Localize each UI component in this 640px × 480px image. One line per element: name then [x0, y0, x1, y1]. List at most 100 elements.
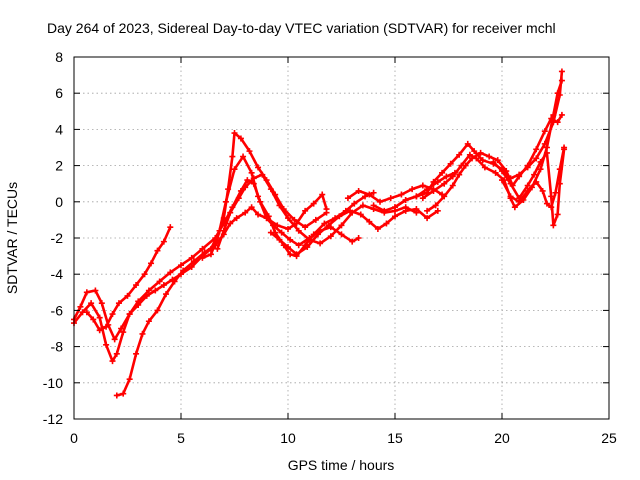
data-point-marker — [492, 169, 499, 176]
data-point-marker — [409, 186, 416, 193]
data-point-marker — [357, 211, 364, 218]
data-point-marker — [507, 193, 514, 200]
data-point-marker — [550, 222, 557, 229]
data-point-marker — [349, 238, 356, 245]
data-point-marker — [180, 267, 187, 274]
data-point-marker — [240, 153, 247, 160]
data-point-marker — [237, 135, 244, 142]
data-point-marker — [338, 231, 345, 238]
data-point-marker — [242, 184, 249, 191]
data-point-marker — [366, 191, 373, 198]
data-point-marker — [524, 187, 531, 194]
y-axis-label: SDTVAR / TECUs — [4, 182, 20, 294]
data-point-marker — [392, 213, 398, 220]
data-point-marker — [466, 151, 473, 158]
data-point-marker — [543, 200, 550, 207]
data-point-marker — [486, 153, 493, 160]
data-point-marker — [511, 204, 518, 211]
data-point-marker — [248, 169, 255, 176]
x-tick-label: 15 — [387, 430, 403, 446]
data-point-marker — [516, 198, 523, 205]
data-point-marker — [314, 231, 321, 238]
data-point-marker — [325, 222, 332, 229]
data-point-marker — [96, 327, 103, 334]
data-point-marker — [302, 207, 309, 214]
data-point-marker — [490, 158, 497, 165]
data-point-marker — [199, 245, 206, 252]
data-point-marker — [469, 155, 476, 162]
data-point-marker — [227, 209, 234, 216]
data-point-marker — [115, 300, 122, 307]
data-point-marker — [548, 115, 555, 122]
data-point-marker — [225, 186, 232, 193]
data-point-marker — [302, 224, 309, 231]
data-point-marker — [499, 177, 505, 184]
data-point-marker — [398, 191, 405, 198]
data-point-marker — [381, 207, 388, 214]
data-point-marker — [124, 292, 131, 299]
data-point-marker — [464, 140, 471, 147]
data-point-marker — [351, 200, 358, 207]
data-point-marker — [207, 251, 214, 258]
data-point-marker — [554, 211, 561, 218]
data-point-marker — [558, 111, 565, 118]
data-point-marker — [255, 211, 262, 218]
data-point-marker — [259, 171, 266, 178]
data-point-marker — [449, 182, 456, 189]
data-point-marker — [267, 186, 274, 193]
data-point-marker — [244, 177, 251, 184]
data-point-marker — [248, 204, 255, 211]
data-point-marker — [402, 207, 409, 214]
data-point-marker — [441, 193, 448, 200]
data-point-marker — [317, 240, 324, 247]
x-tick-label: 25 — [601, 430, 617, 446]
data-point-marker — [554, 90, 561, 97]
data-point-marker — [160, 282, 167, 289]
data-point-marker — [533, 146, 540, 153]
data-point-marker — [327, 233, 334, 240]
data-point-marker — [135, 298, 142, 305]
data-point-marker — [558, 77, 565, 84]
x-tick-label: 10 — [280, 430, 296, 446]
data-point-marker — [304, 244, 311, 251]
data-point-marker — [167, 269, 174, 276]
satellite-track-7 — [269, 207, 440, 256]
data-point-marker — [383, 220, 390, 227]
data-point-marker — [154, 247, 161, 254]
data-point-marker — [109, 311, 116, 318]
data-point-marker — [98, 300, 105, 307]
x-axis-label: GPS time / hours — [288, 457, 395, 473]
x-tick-label: 5 — [177, 430, 185, 446]
y-tick-label: 4 — [55, 121, 63, 137]
satellite-track-9-markers — [370, 169, 458, 214]
data-point-marker — [479, 157, 486, 164]
data-point-marker — [103, 341, 110, 348]
data-point-marker — [145, 318, 152, 325]
data-point-marker — [214, 235, 221, 241]
data-point-marker — [235, 195, 242, 202]
data-point-marker — [449, 173, 456, 180]
satellite-track-13 — [492, 148, 566, 227]
data-point-marker — [201, 249, 208, 256]
satellite-track-4-markers — [113, 204, 362, 399]
data-point-marker — [524, 162, 531, 169]
data-point-marker — [167, 224, 174, 231]
data-point-marker — [270, 222, 277, 229]
data-point-marker — [344, 195, 351, 202]
data-point-marker — [126, 311, 133, 318]
data-point-marker — [113, 392, 120, 399]
data-point-marker — [287, 236, 294, 243]
data-point-marker — [133, 350, 140, 357]
data-point-marker — [120, 390, 127, 397]
data-point-marker — [531, 171, 538, 178]
data-point-marker — [145, 287, 152, 294]
data-point-marker — [188, 254, 195, 261]
chart-title: Day 264 of 2023, Sidereal Day-to-day VTE… — [47, 20, 556, 36]
data-point-marker — [387, 195, 394, 202]
data-point-marker — [507, 180, 514, 187]
data-point-marker — [90, 316, 97, 323]
data-point-marker — [285, 215, 291, 222]
data-point-marker — [392, 204, 398, 211]
data-point-marker — [499, 168, 505, 175]
data-point-marker — [154, 307, 161, 314]
